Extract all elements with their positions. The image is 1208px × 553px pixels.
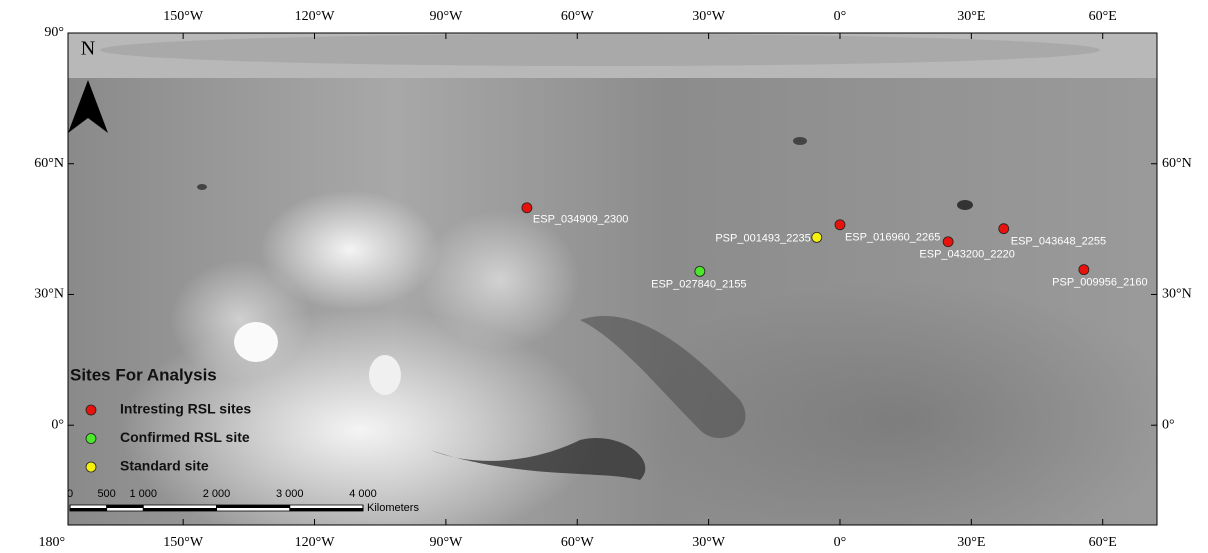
lon-label-top: 30°W (692, 9, 726, 24)
lon-label-bottom: 0° (834, 535, 847, 550)
scale-label: 3 000 (276, 488, 304, 500)
site-marker (695, 266, 705, 276)
site-marker (835, 220, 845, 230)
scale-unit: Kilometers (367, 502, 419, 514)
lon-label-bottom: 60°W (561, 535, 595, 550)
site-marker (1079, 265, 1089, 275)
lon-label-top: 150°W (163, 9, 204, 24)
lon-label-top: 120°W (295, 9, 336, 24)
site-label: ESP_043200_2220 (919, 249, 1014, 261)
lon-label-bottom: 30°W (692, 535, 726, 550)
legend-title: Sites For Analysis (70, 365, 217, 384)
scale-segment (143, 508, 216, 511)
scale-segment (290, 508, 363, 511)
north-label: N (81, 38, 95, 60)
scale-segment (70, 508, 107, 511)
site-marker (522, 203, 532, 213)
lon-label-bottom: 180° (38, 535, 65, 550)
scale-label: 2 000 (203, 488, 231, 500)
legend-label: Confirmed RSL site (120, 429, 250, 445)
legend-label: Intresting RSL sites (120, 401, 251, 417)
lon-label-top: 60°W (561, 9, 595, 24)
lon-label-bottom: 90°W (429, 535, 463, 550)
site-label: PSP_001493_2235 (715, 232, 810, 244)
lon-label-top: 30°E (957, 9, 985, 24)
site-label: ESP_034909_2300 (533, 214, 628, 226)
lon-label-top: 90°W (429, 9, 463, 24)
lon-label-top: 0° (834, 9, 847, 24)
scale-label: 500 (97, 488, 115, 500)
lat-label-left: 30°N (34, 287, 64, 302)
site-label: ESP_043648_2255 (1011, 236, 1106, 248)
scale-label: 4 000 (349, 488, 377, 500)
site-marker (943, 237, 953, 247)
lat-label-left: 90° (44, 25, 64, 40)
site-label: ESP_016960_2265 (845, 232, 940, 244)
map: N Sites For Analysis Intresting RSL site… (0, 0, 1208, 553)
lon-label-top: 60°E (1089, 9, 1117, 24)
site-marker (812, 232, 822, 242)
lat-label-left: 60°N (34, 156, 64, 171)
scale-label: 0 (67, 488, 73, 500)
scale-segment (217, 505, 290, 508)
scale-label: 1 000 (129, 488, 157, 500)
lon-label-bottom: 150°W (163, 535, 204, 550)
legend-label: Standard site (120, 458, 209, 474)
lat-label-left: 0° (51, 417, 64, 432)
legend-swatch (86, 434, 96, 444)
lon-label-bottom: 30°E (957, 535, 985, 550)
site-marker (999, 224, 1009, 234)
legend-swatch (86, 405, 96, 415)
lat-label-right: 30°N (1162, 287, 1192, 302)
legend-swatch (86, 462, 96, 472)
site-label: ESP_027840_2155 (651, 278, 746, 290)
lon-label-bottom: 60°E (1089, 535, 1117, 550)
terrain (68, 33, 1180, 553)
site-label: PSP_009956_2160 (1052, 277, 1147, 289)
lat-label-right: 0° (1162, 417, 1175, 432)
lon-label-bottom: 120°W (295, 535, 336, 550)
scale-segment (107, 505, 144, 508)
lat-label-right: 60°N (1162, 156, 1192, 171)
